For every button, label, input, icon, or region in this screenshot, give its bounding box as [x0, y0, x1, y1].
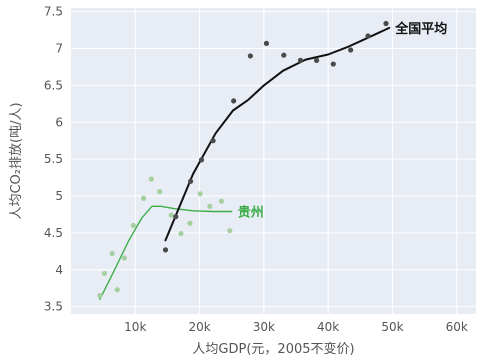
data-point: [247, 53, 253, 59]
data-point: [297, 57, 304, 63]
data-point: [168, 212, 174, 218]
data-point: [227, 228, 233, 234]
data-point: [109, 250, 115, 257]
series-layer: 贵州 全国平均: [97, 20, 447, 300]
data-point: [130, 222, 136, 229]
data-point: [207, 203, 213, 209]
y-tick-label: 4.5: [44, 226, 63, 240]
data-point: [210, 138, 216, 144]
data-point: [173, 214, 179, 220]
data-point: [313, 57, 320, 63]
data-point: [178, 231, 184, 237]
series-1: 贵州: [97, 176, 264, 300]
y-tick-label: 3.5: [44, 300, 63, 314]
data-point: [330, 61, 336, 67]
y-axis-ticks: 3.5 4 4.5 5 5.5 6 6.5 7 7.5: [44, 5, 63, 314]
y-tick-label: 5.5: [44, 152, 63, 166]
data-point: [121, 255, 127, 261]
data-point: [187, 178, 194, 184]
data-point: [148, 176, 154, 182]
data-point: [157, 189, 163, 195]
data-point: [97, 292, 103, 299]
y-tick-label: 7: [55, 42, 63, 56]
series-label: 全国平均: [394, 21, 447, 37]
data-point: [198, 157, 205, 163]
y-tick-label: 6: [55, 115, 63, 129]
data-point: [197, 191, 203, 197]
data-point: [114, 287, 120, 293]
y-tick-label: 5: [55, 189, 63, 203]
x-tick-label: 50k: [381, 320, 403, 334]
y-axis-title: 人均CO₂排放(吨/人): [9, 102, 24, 219]
y-tick-label: 6.5: [44, 78, 63, 92]
x-tick-label: 10k: [124, 320, 146, 334]
data-point: [281, 52, 287, 58]
grid: [71, 8, 476, 314]
series-label: 贵州: [238, 205, 264, 221]
series-0: 全国平均: [162, 20, 447, 253]
data-point: [187, 220, 193, 226]
data-point: [348, 47, 354, 53]
x-tick-label: 30k: [253, 320, 275, 334]
x-tick-label: 20k: [188, 320, 210, 334]
x-tick-label: 60k: [446, 320, 468, 334]
x-axis-title: 人均GDP(元，2005不变价): [192, 341, 354, 357]
y-tick-label: 7.5: [44, 5, 63, 19]
data-point: [162, 247, 169, 253]
data-point: [141, 195, 147, 201]
data-point: [231, 98, 237, 104]
data-point: [101, 270, 108, 277]
x-axis-ticks: 10k 20k 30k 40k 50k 60k: [124, 320, 468, 334]
series-trend-line: [99, 205, 233, 300]
y-tick-label: 4: [55, 263, 63, 277]
plot-background: [71, 8, 476, 314]
data-point: [218, 198, 225, 204]
data-point: [383, 20, 389, 27]
data-point: [365, 33, 371, 39]
data-point: [263, 40, 270, 46]
x-tick-label: 40k: [317, 320, 339, 334]
